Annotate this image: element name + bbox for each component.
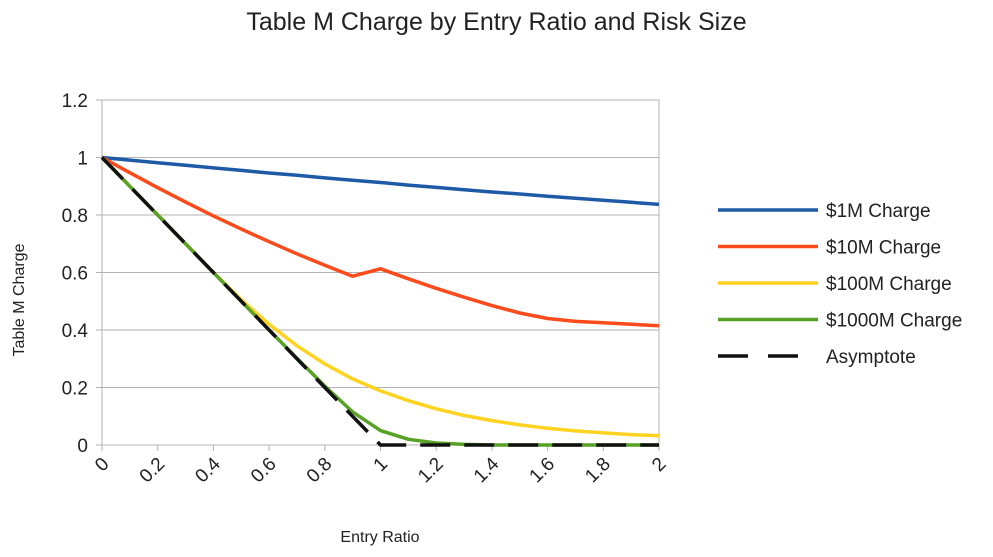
x-tick-label: 0.6 — [247, 454, 281, 488]
y-tick-label: 0.8 — [62, 206, 88, 227]
x-tick-label: 0.2 — [136, 454, 170, 488]
legend-label: Asymptote — [826, 347, 916, 368]
legend-label: $100M Charge — [826, 274, 952, 295]
y-tick-label: 0.2 — [62, 379, 88, 400]
y-tick-label: 1 — [77, 149, 88, 170]
legend-label: $1M Charge — [826, 201, 931, 222]
y-tick-label: 1.2 — [62, 91, 88, 112]
y-tick-label: 0 — [77, 436, 88, 457]
series-line-1m-charge — [101, 155, 660, 207]
x-tick-label: 0.8 — [303, 454, 337, 488]
chart-title: Table M Charge by Entry Ratio and Risk S… — [246, 8, 747, 36]
x-tick-label: 1 — [370, 454, 392, 476]
x-tick-label: 1.4 — [470, 453, 504, 487]
x-tick-label: 0 — [91, 454, 113, 476]
legend-label: $1000M Charge — [826, 311, 962, 332]
series-line-asymptote — [100, 156, 659, 447]
axes — [96, 99, 660, 451]
x-tick-label: 2 — [648, 454, 670, 476]
grid-lines — [102, 99, 659, 446]
x-tick-label: 0.4 — [191, 453, 225, 487]
y-tick-label: 0.6 — [62, 264, 88, 285]
series-lines — [100, 155, 660, 447]
x-tick-label: 1.6 — [526, 454, 560, 488]
legend-label: $10M Charge — [826, 238, 941, 259]
legend: $1M Charge $10M Charge $100M Charge $1000M … — [718, 201, 962, 368]
x-tick-label: 1.2 — [414, 454, 448, 488]
y-tick-label: 0.4 — [62, 321, 89, 342]
series-line-10m-charge — [101, 155, 660, 328]
x-tick-label: 1.8 — [581, 454, 615, 488]
x-axis-label: Entry Ratio — [340, 529, 419, 546]
y-axis-label: Table M Charge — [11, 243, 28, 356]
